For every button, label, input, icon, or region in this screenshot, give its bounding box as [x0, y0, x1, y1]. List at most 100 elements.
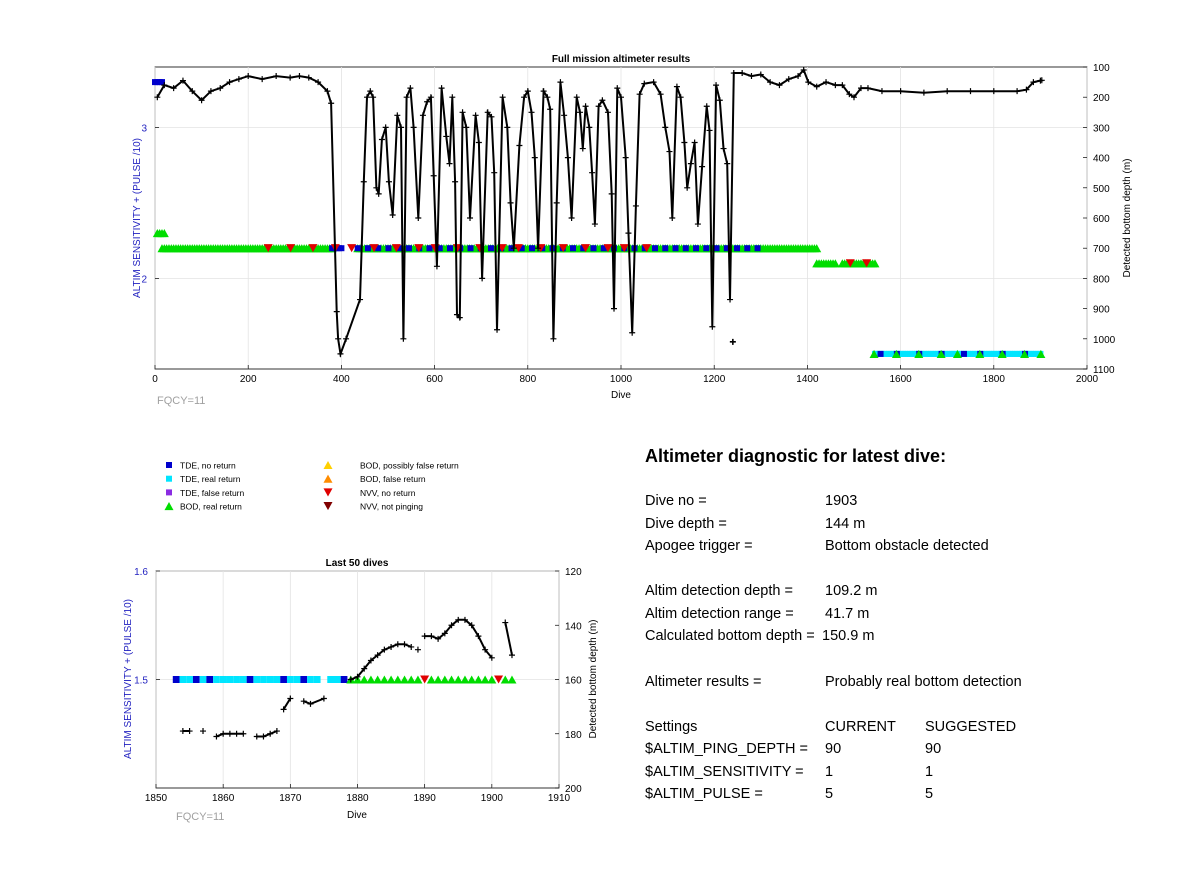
- status-marker: [467, 675, 477, 684]
- depth-point: [499, 94, 506, 101]
- status-marker: [219, 676, 227, 683]
- setting-label: $ALTIM_PULSE =: [645, 786, 763, 802]
- diag-label: Altim detection range =: [645, 606, 794, 622]
- depth-point: [360, 178, 367, 185]
- depth-line: [504, 622, 513, 656]
- depth-point: [864, 85, 871, 92]
- depth-point: [161, 82, 168, 89]
- depth-point: [629, 329, 636, 336]
- depth-point: [516, 142, 523, 149]
- status-marker: [703, 245, 710, 252]
- depth-point: [604, 109, 611, 116]
- depth-point: [403, 94, 410, 101]
- depth-point: [823, 79, 830, 86]
- y2-tick-label: 180: [565, 730, 582, 741]
- status-marker: [395, 245, 402, 252]
- status-marker: [513, 244, 523, 253]
- status-marker: [494, 675, 504, 684]
- depth-point: [475, 633, 482, 640]
- depth-point: [479, 275, 486, 282]
- status-marker: [433, 675, 443, 684]
- status-marker: [507, 675, 517, 684]
- status-marker: [364, 245, 371, 252]
- y2-tick-label: 1100: [1093, 365, 1115, 376]
- status-marker: [997, 349, 1007, 358]
- status-marker: [830, 259, 840, 268]
- status-marker: [192, 676, 200, 683]
- depth-point: [767, 79, 774, 86]
- depth-point: [475, 139, 482, 146]
- status-marker: [273, 676, 281, 683]
- status-marker: [447, 675, 457, 684]
- x-tick-label: 1600: [889, 374, 912, 385]
- status-marker: [619, 244, 629, 253]
- depth-point: [179, 728, 186, 735]
- depth-point: [591, 221, 598, 228]
- status-marker: [570, 245, 577, 252]
- depth-point: [662, 124, 669, 131]
- depth-point: [657, 91, 664, 98]
- depth-point: [1023, 86, 1030, 93]
- depth-point: [528, 109, 535, 116]
- depth-point: [280, 706, 287, 713]
- depth-point: [419, 112, 426, 119]
- status-marker: [877, 350, 884, 357]
- depth-point: [324, 88, 331, 95]
- depth-point: [459, 109, 466, 116]
- depth-point: [337, 350, 344, 357]
- depth-point: [579, 145, 586, 152]
- depth-point: [491, 169, 498, 176]
- depth-point: [260, 733, 267, 740]
- y-tick-label: 3: [141, 123, 147, 134]
- depth-point: [414, 646, 421, 653]
- depth-point: [267, 730, 274, 737]
- status-marker: [300, 676, 308, 683]
- status-marker: [199, 676, 207, 683]
- depth-point: [287, 74, 294, 81]
- depth-point: [364, 94, 371, 101]
- last-50-depth-series: [179, 616, 515, 740]
- status-marker: [460, 675, 470, 684]
- depth-point: [213, 733, 220, 740]
- depth-point: [253, 733, 260, 740]
- diag-label: Altimeter results =: [645, 674, 762, 690]
- depth-point: [361, 665, 368, 672]
- depth-point: [739, 70, 746, 77]
- settings-header-label: Settings: [645, 719, 698, 735]
- y2-tick-label: 500: [1093, 184, 1110, 195]
- depth-point: [407, 85, 414, 92]
- last-50-x-ticks: 1850 1860 1870 1880 1890 1900 1910: [145, 784, 571, 804]
- depth-point: [776, 82, 783, 89]
- status-marker: [379, 675, 389, 684]
- depth-point: [897, 88, 904, 95]
- depth-point: [186, 728, 193, 735]
- depth-point: [226, 730, 233, 737]
- status-marker: [206, 676, 214, 683]
- status-marker: [213, 676, 220, 683]
- depth-point: [448, 622, 455, 629]
- x-tick-label: 0: [152, 374, 158, 385]
- depth-point: [531, 154, 538, 161]
- depth-point: [435, 635, 442, 642]
- full-mission-fqcy-note: FQCY=11: [157, 395, 205, 407]
- depth-point: [568, 215, 575, 221]
- y2-tick-label: 200: [565, 784, 582, 795]
- legend-marker: [164, 502, 174, 511]
- depth-point: [611, 305, 618, 312]
- full-mission-x-ticks: 0 200 400 600 800 1000 1200 1400 1600 1800 2000: [152, 365, 1099, 385]
- depth-point: [467, 215, 474, 221]
- depth-line: [282, 697, 292, 710]
- legend-label: BOD, real return: [180, 502, 242, 512]
- depth-point: [335, 335, 342, 342]
- status-marker: [440, 675, 450, 684]
- status-marker: [338, 245, 345, 252]
- depth-point: [494, 326, 501, 333]
- status-marker: [266, 676, 274, 683]
- status-marker: [936, 349, 946, 358]
- full-mission-y-ticks: 23: [141, 123, 159, 285]
- diag-label: Dive depth =: [645, 516, 727, 532]
- depth-point: [967, 88, 974, 95]
- depth-point: [235, 76, 242, 83]
- status-marker: [347, 244, 357, 253]
- depth-point: [382, 124, 389, 131]
